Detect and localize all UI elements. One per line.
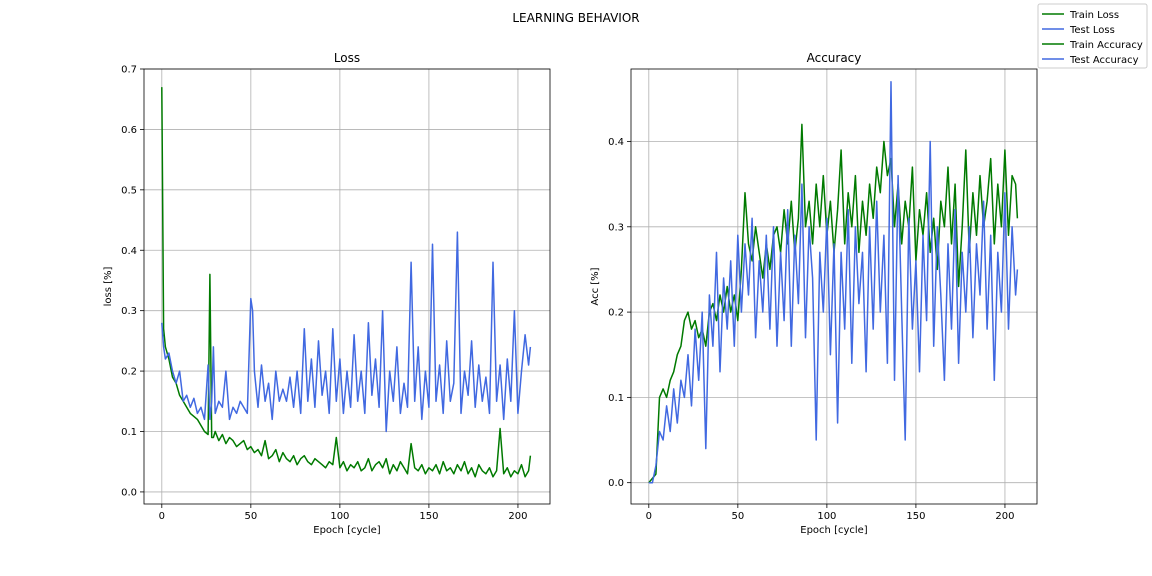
loss-ytick-label: 0.4 (121, 246, 137, 257)
figure-title: LEARNING BEHAVIOR (512, 11, 639, 25)
loss-ytick-label: 0.0 (121, 487, 137, 498)
chart-loss: 0 50 100 150 200 0.0 0.1 0.2 0.3 0.4 0.5 0.6 0.7 Loss… (103, 51, 551, 536)
loss-xtick-label: 200 (508, 511, 527, 522)
accuracy-xlabel: Epoch [cycle] (800, 525, 868, 536)
loss-ytick-label: 0.7 (121, 65, 137, 76)
accuracy-ylabel: Acc [%] (590, 267, 601, 305)
loss-ytick-label: 0.1 (121, 427, 137, 438)
loss-xtick-label: 0 (159, 511, 165, 522)
legend-label-train-loss: Train Loss (1069, 10, 1119, 21)
accuracy-ytick-label: 0.3 (608, 222, 624, 233)
legend-label-train-accuracy: Train Accuracy (1069, 40, 1143, 51)
loss-ytick-label: 0.5 (121, 185, 137, 196)
chart-accuracy: 0 50 100 150 200 0.0 0.1 0.2 0.3 0.4 Accuracy Epoch… (590, 51, 1038, 536)
legend-entry-test-accuracy: Test Accuracy (1042, 55, 1139, 66)
accuracy-ytick-label: 0.4 (608, 137, 624, 148)
accuracy-series-test-accuracy (648, 81, 1019, 484)
legend-entry-train-accuracy: Train Accuracy (1042, 40, 1143, 51)
loss-ytick-label: 0.3 (121, 306, 137, 317)
legend-label-test-accuracy: Test Accuracy (1069, 55, 1139, 66)
loss-title: Loss (334, 51, 360, 65)
accuracy-xtick-label: 100 (817, 511, 836, 522)
accuracy-xtick-label: 150 (906, 511, 925, 522)
accuracy-ytick-label: 0.1 (608, 393, 624, 404)
legend-entry-train-loss: Train Loss (1042, 10, 1119, 21)
loss-ytick-label: 0.6 (121, 125, 137, 136)
loss-series-train-loss (161, 87, 532, 478)
legend-label-test-loss: Test Loss (1069, 25, 1115, 36)
accuracy-ytick-label: 0.2 (608, 308, 624, 319)
charts-layer: 0 50 100 150 200 0.0 0.1 0.2 0.3 0.4 0.5 0.6 0.7 Loss… (103, 51, 1038, 536)
loss-axes-frame (143, 68, 551, 505)
loss-xtick-label: 150 (419, 511, 438, 522)
loss-ylabel: loss [%] (103, 267, 114, 307)
loss-xtick-label: 50 (244, 511, 257, 522)
legend-entry-test-loss: Test Loss (1042, 25, 1115, 36)
accuracy-xtick-label: 0 (646, 511, 652, 522)
legend: Train Loss Test Loss Train Accuracy Test… (1037, 3, 1148, 69)
loss-xlabel: Epoch [cycle] (313, 525, 381, 536)
accuracy-ytick-label: 0.0 (608, 478, 624, 489)
accuracy-xtick-label: 50 (731, 511, 744, 522)
loss-series-test-loss (161, 231, 532, 433)
accuracy-xtick-label: 200 (995, 511, 1014, 522)
loss-ytick-label: 0.2 (121, 367, 137, 378)
legend-frame (1037, 3, 1148, 69)
loss-xtick-label: 100 (330, 511, 349, 522)
accuracy-axes-frame (630, 68, 1038, 505)
accuracy-title: Accuracy (807, 51, 862, 65)
